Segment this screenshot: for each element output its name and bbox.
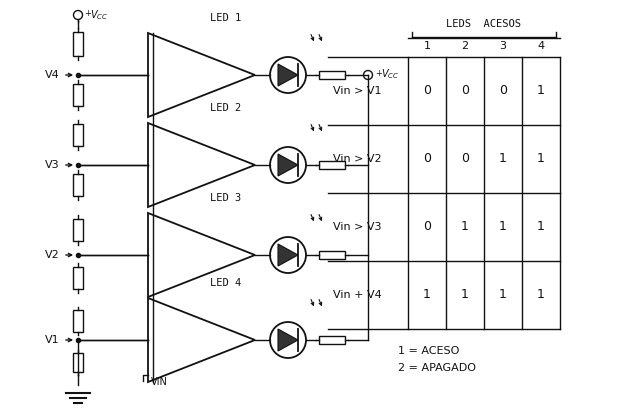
Text: 1: 1 — [499, 153, 507, 166]
Polygon shape — [278, 329, 298, 351]
Text: 0: 0 — [423, 221, 431, 234]
Polygon shape — [278, 244, 298, 266]
Text: 0: 0 — [499, 84, 507, 97]
Text: 1: 1 — [537, 153, 545, 166]
Bar — [319, 336, 346, 344]
Text: $V_{CC}$: $V_{CC}$ — [381, 67, 399, 81]
Text: Vin > V3: Vin > V3 — [333, 222, 381, 232]
Bar — [73, 32, 83, 56]
Bar — [319, 161, 346, 169]
Text: 1: 1 — [461, 288, 469, 301]
Text: VIN: VIN — [151, 377, 168, 387]
Bar — [73, 353, 83, 372]
Text: 1: 1 — [537, 84, 545, 97]
Text: 0: 0 — [461, 153, 469, 166]
Text: LED 2: LED 2 — [211, 103, 242, 113]
Text: 4: 4 — [538, 41, 545, 51]
Text: LEDS  ACESOS: LEDS ACESOS — [447, 19, 522, 29]
Bar — [73, 124, 83, 146]
Bar — [319, 251, 346, 259]
Text: Vin > V2: Vin > V2 — [333, 154, 381, 164]
Text: LED 4: LED 4 — [211, 278, 242, 288]
Text: V1: V1 — [45, 335, 60, 345]
Bar — [73, 173, 83, 196]
Text: 2: 2 — [461, 41, 468, 51]
Text: +: + — [375, 69, 382, 77]
Text: 1: 1 — [461, 221, 469, 234]
Text: 0: 0 — [461, 84, 469, 97]
Bar — [73, 84, 83, 107]
Text: LED 3: LED 3 — [211, 193, 242, 203]
Text: 1: 1 — [537, 288, 545, 301]
Text: 1 = ACESO: 1 = ACESO — [398, 346, 460, 356]
Text: +: + — [84, 10, 91, 18]
Polygon shape — [278, 64, 298, 86]
Bar — [73, 267, 83, 289]
Text: V4: V4 — [45, 70, 60, 80]
Text: 0: 0 — [423, 84, 431, 97]
Text: 3: 3 — [499, 41, 506, 51]
Bar — [73, 310, 83, 331]
Text: 1: 1 — [424, 41, 431, 51]
Polygon shape — [278, 154, 298, 176]
Text: 1: 1 — [499, 221, 507, 234]
Text: 1: 1 — [499, 288, 507, 301]
Text: $V_{CC}$: $V_{CC}$ — [90, 8, 108, 22]
Bar — [73, 219, 83, 242]
Text: 2 = APAGADO: 2 = APAGADO — [398, 363, 476, 373]
Text: V2: V2 — [45, 250, 60, 260]
Text: LED 1: LED 1 — [211, 13, 242, 23]
Text: 1: 1 — [423, 288, 431, 301]
Text: Vin > V1: Vin > V1 — [333, 86, 381, 96]
Bar — [319, 71, 346, 79]
Text: 0: 0 — [423, 153, 431, 166]
Text: 1: 1 — [537, 221, 545, 234]
Text: Vin + V4: Vin + V4 — [333, 290, 381, 300]
Text: V3: V3 — [45, 160, 60, 170]
